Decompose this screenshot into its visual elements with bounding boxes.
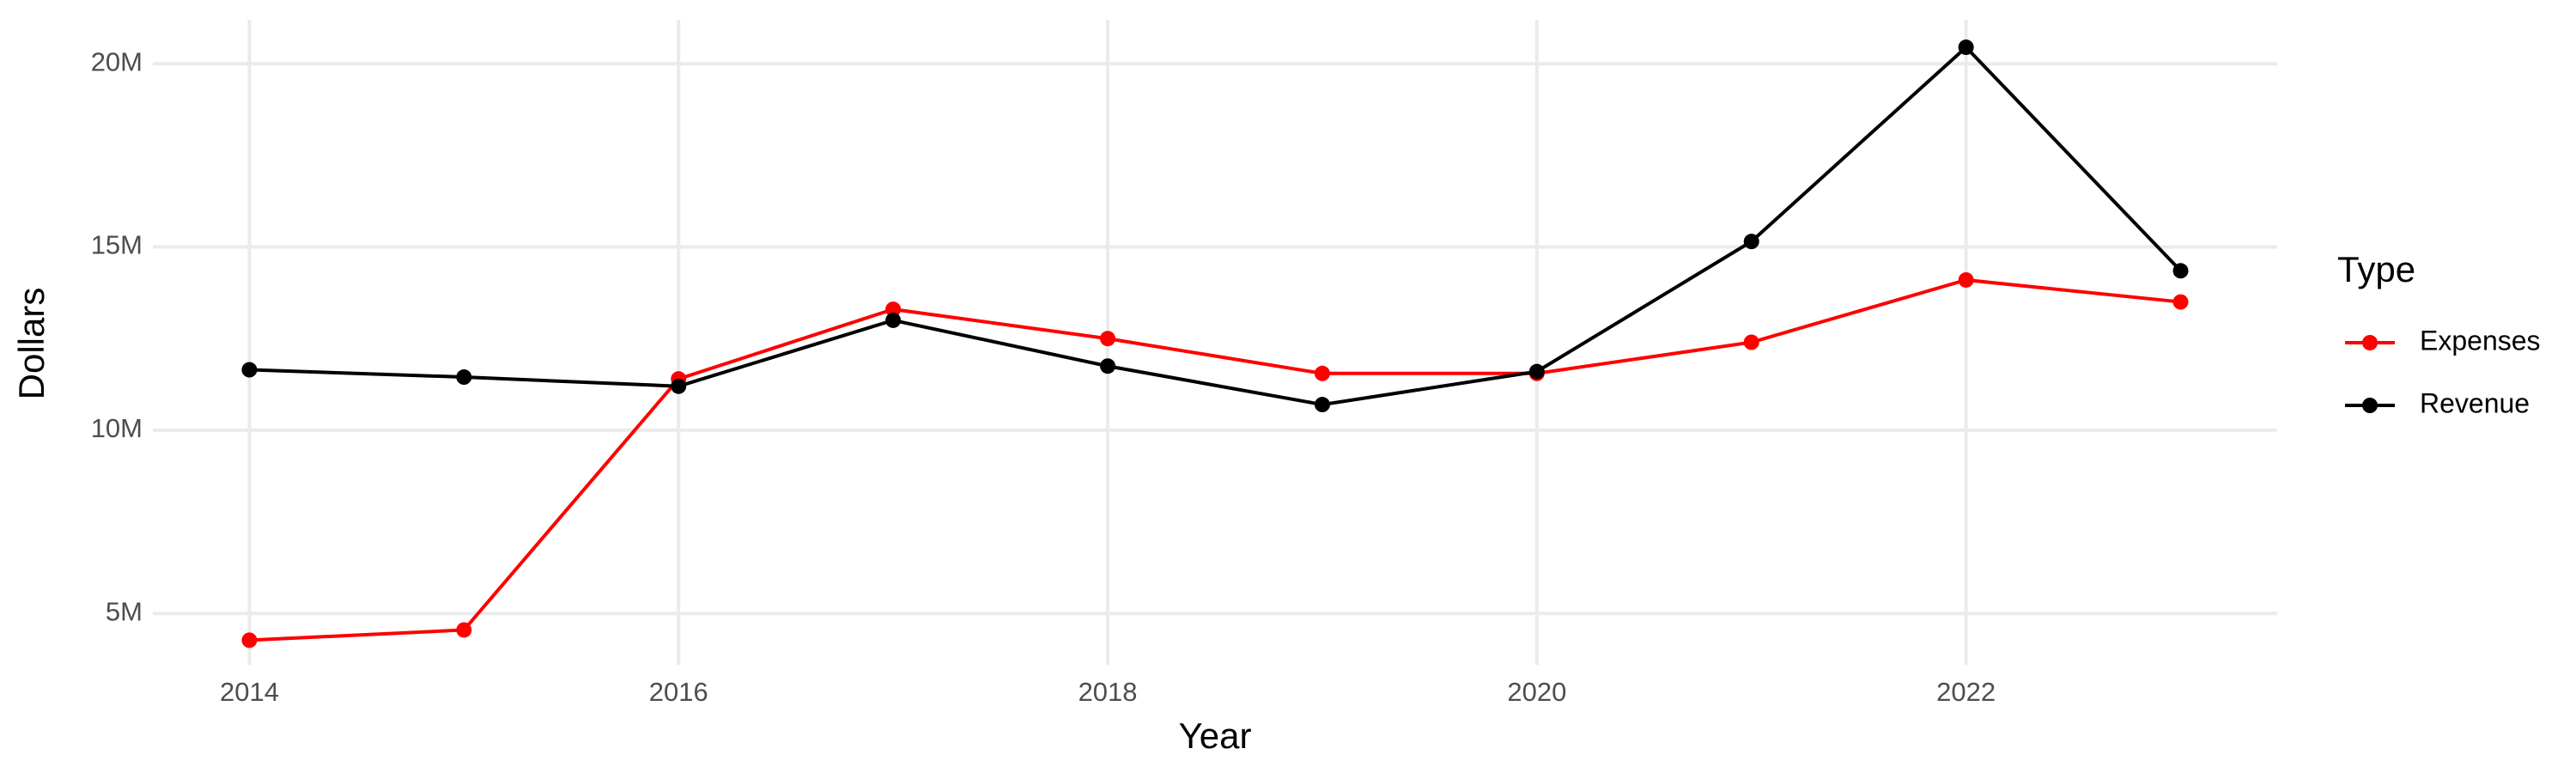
data-point bbox=[1314, 365, 1330, 381]
data-point bbox=[241, 362, 258, 378]
data-point bbox=[671, 378, 687, 394]
x-axis-title: Year bbox=[1179, 715, 1252, 756]
data-point bbox=[241, 632, 258, 648]
x-tick-label: 2020 bbox=[1507, 677, 1566, 707]
data-point bbox=[1958, 271, 1974, 288]
data-point bbox=[1958, 40, 1974, 56]
legend-title: Type bbox=[2337, 249, 2415, 289]
legend-key-point bbox=[2362, 398, 2378, 413]
x-tick-label: 2014 bbox=[220, 677, 279, 707]
legend-key-point bbox=[2362, 335, 2378, 350]
data-point bbox=[1528, 363, 1545, 380]
x-tick-label: 2016 bbox=[649, 677, 708, 707]
data-point bbox=[885, 301, 902, 318]
legend-label: Revenue bbox=[2420, 387, 2530, 418]
legend-label: Expenses bbox=[2420, 325, 2541, 356]
data-point bbox=[2172, 294, 2189, 310]
data-point bbox=[1314, 397, 1330, 413]
x-tick-label: 2022 bbox=[1936, 677, 1996, 707]
series-line bbox=[249, 45, 2182, 407]
data-point bbox=[456, 622, 472, 638]
data-point bbox=[456, 369, 472, 386]
x-tick-label: 2018 bbox=[1078, 677, 1138, 707]
y-tick-label: 5M bbox=[106, 596, 143, 626]
data-point bbox=[1100, 358, 1116, 374]
y-tick-label: 20M bbox=[91, 46, 143, 76]
data-point bbox=[2172, 263, 2189, 279]
data-point bbox=[1743, 334, 1759, 350]
data-point bbox=[1100, 331, 1116, 347]
y-tick-label: 10M bbox=[91, 413, 143, 443]
data-point bbox=[1743, 234, 1759, 250]
series-line bbox=[249, 277, 2181, 642]
y-axis-title: Dollars bbox=[11, 288, 52, 400]
data-point bbox=[885, 312, 902, 328]
y-tick-label: 15M bbox=[91, 230, 143, 260]
